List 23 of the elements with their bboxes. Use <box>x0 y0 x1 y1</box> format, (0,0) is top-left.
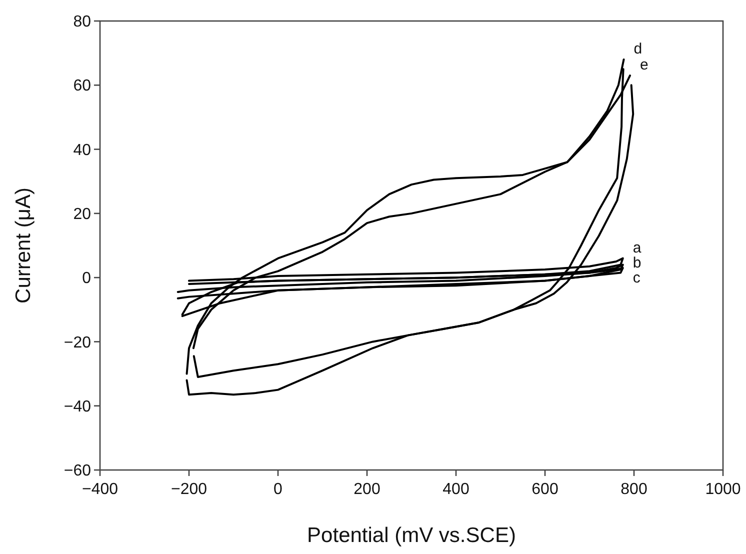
x-tick-label: 200 <box>354 481 380 498</box>
y-tick-label: 20 <box>73 206 92 224</box>
series-label: c <box>632 269 641 286</box>
y-tick-label: −20 <box>64 334 92 352</box>
series-label: b <box>632 254 642 272</box>
y-tick-label: 40 <box>73 142 92 159</box>
x-tick-label: 0 <box>274 481 283 498</box>
y-axis-title: Current (μA) <box>12 188 35 304</box>
x-tick-label: −200 <box>170 481 208 498</box>
y-tick-label: −60 <box>64 462 92 480</box>
x-tick-label: 1000 <box>705 481 741 498</box>
x-tick-label: 400 <box>442 481 470 498</box>
series-label: e <box>640 56 648 74</box>
series-label: a <box>632 239 642 256</box>
y-tick-label: −40 <box>64 398 92 416</box>
x-tick-label: −400 <box>82 481 118 498</box>
y-tick-label: 0 <box>82 270 92 288</box>
y-tick-label: 80 <box>73 14 92 31</box>
x-tick-label: 600 <box>532 481 558 498</box>
x-tick-label: 800 <box>620 481 648 498</box>
series-label: d <box>634 40 642 58</box>
y-tick-label: 60 <box>73 78 92 95</box>
x-axis-title: Potential (mV vs.SCE) <box>307 524 516 547</box>
